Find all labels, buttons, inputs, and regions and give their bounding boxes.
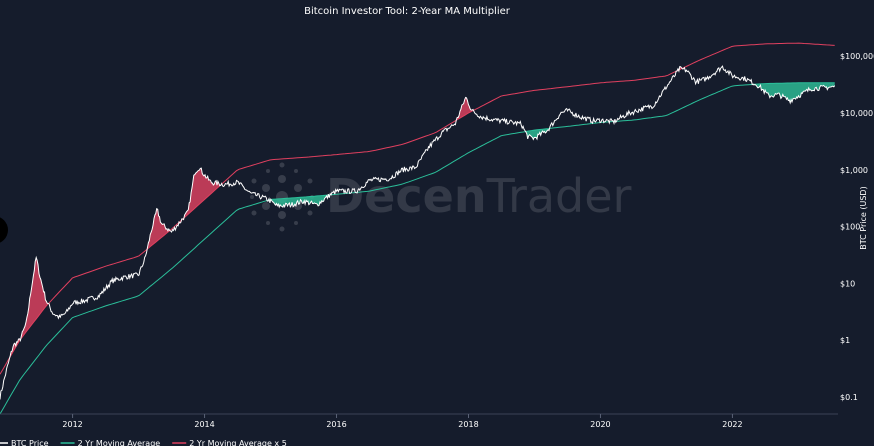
watermark-dot bbox=[279, 162, 285, 168]
y-tick-label: $100,000 bbox=[840, 52, 874, 61]
x-tick-label: 2012 bbox=[62, 420, 82, 429]
x-tick-label: 2020 bbox=[590, 420, 610, 429]
y-tick-label: $10 bbox=[840, 279, 855, 288]
x-tick-label: 2018 bbox=[458, 420, 478, 429]
watermark-dot bbox=[294, 221, 298, 225]
below-ma-fill bbox=[754, 82, 835, 103]
watermark-dot bbox=[262, 202, 270, 210]
legend-label: 2 Yr Moving Average x 5 bbox=[189, 439, 287, 446]
watermark-dot bbox=[294, 184, 302, 192]
y-tick-label: $100 bbox=[840, 223, 860, 232]
above-ma5-fill bbox=[456, 97, 473, 121]
watermark-dot bbox=[262, 184, 270, 192]
below-ma-fill bbox=[271, 195, 328, 208]
watermark-dot bbox=[307, 210, 313, 216]
x-axis-ticks: 2012 2014 2016 2018 2020 2022 bbox=[62, 414, 743, 429]
above-ma5-fill bbox=[21, 257, 49, 339]
above-ma5-fill bbox=[147, 208, 170, 249]
watermark-bold: Decen bbox=[326, 169, 487, 223]
watermark: DecenTrader bbox=[250, 162, 632, 232]
watermark-dot bbox=[307, 178, 313, 184]
watermark-dot bbox=[266, 169, 270, 173]
btc-price-line bbox=[0, 65, 836, 400]
legend-label: BTC Price bbox=[11, 439, 49, 446]
legend-label: 2 Yr Moving Average bbox=[78, 439, 161, 446]
x-tick-label: 2022 bbox=[722, 420, 742, 429]
chart-title: Bitcoin Investor Tool: 2-Year MA Multipl… bbox=[304, 6, 511, 17]
watermark-logo-icon bbox=[250, 162, 314, 232]
y-axis-label: BTC Price (USD) bbox=[859, 186, 868, 249]
series-lines bbox=[0, 42, 836, 415]
ma-x5-line bbox=[0, 42, 835, 375]
y-tick-label: $0.1 bbox=[840, 393, 858, 402]
x-tick-label: 2014 bbox=[194, 420, 214, 429]
svg-text:DecenTrader: DecenTrader bbox=[326, 169, 632, 223]
watermark-light: Trader bbox=[486, 169, 632, 223]
watermark-dot bbox=[251, 210, 257, 216]
side-scroll-handle[interactable] bbox=[0, 216, 8, 244]
y-axis-ticks: $0.1 $1 $10 $100 $1,000 $10,000 $100,000 bbox=[840, 52, 874, 402]
watermark-dot bbox=[266, 221, 270, 225]
x-tick-label: 2016 bbox=[326, 420, 346, 429]
watermark-dot bbox=[279, 226, 285, 232]
watermark-dot bbox=[278, 211, 286, 219]
watermark-dot bbox=[250, 195, 254, 199]
legend: BTC Price 2 Yr Moving Average 2 Yr Moving … bbox=[0, 439, 287, 446]
watermark-dot bbox=[294, 169, 298, 173]
ma-line bbox=[0, 82, 835, 415]
watermark-dot bbox=[251, 178, 257, 184]
y-tick-label: $1 bbox=[840, 336, 850, 345]
y-tick-label: $10,000 bbox=[840, 109, 873, 118]
watermark-dot bbox=[278, 175, 286, 183]
y-tick-label: $1,000 bbox=[840, 166, 868, 175]
